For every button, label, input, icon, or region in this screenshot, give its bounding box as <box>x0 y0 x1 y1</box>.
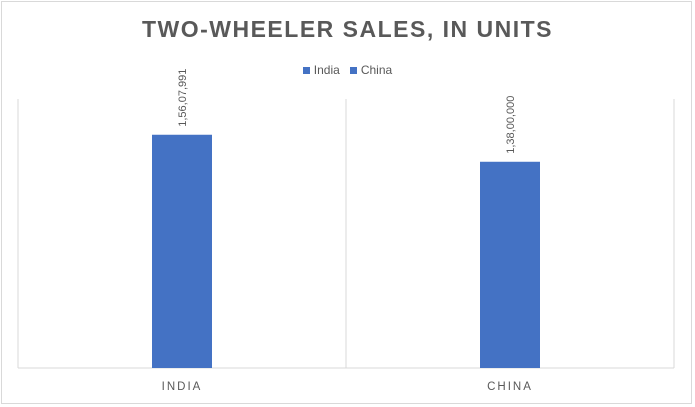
legend-item-india: India <box>302 63 340 77</box>
data-label-china: 1,38,00,000 <box>505 96 517 154</box>
bar-china <box>480 161 540 368</box>
legend-label-india: India <box>313 63 340 77</box>
legend-label-china: China <box>360 63 393 77</box>
x-tick-label: INDIA <box>162 381 203 393</box>
legend-item-china: China <box>349 63 393 77</box>
bar-india <box>152 134 212 368</box>
x-tick-label: CHINA <box>487 381 533 393</box>
data-label-india: 1,56,07,991 <box>177 69 189 127</box>
legend-swatch-china <box>349 66 357 74</box>
chart-title: TWO-WHEELER SALES, IN UNITS <box>141 16 554 42</box>
legend-swatch-india <box>302 66 310 74</box>
legend: India China <box>2 63 693 77</box>
